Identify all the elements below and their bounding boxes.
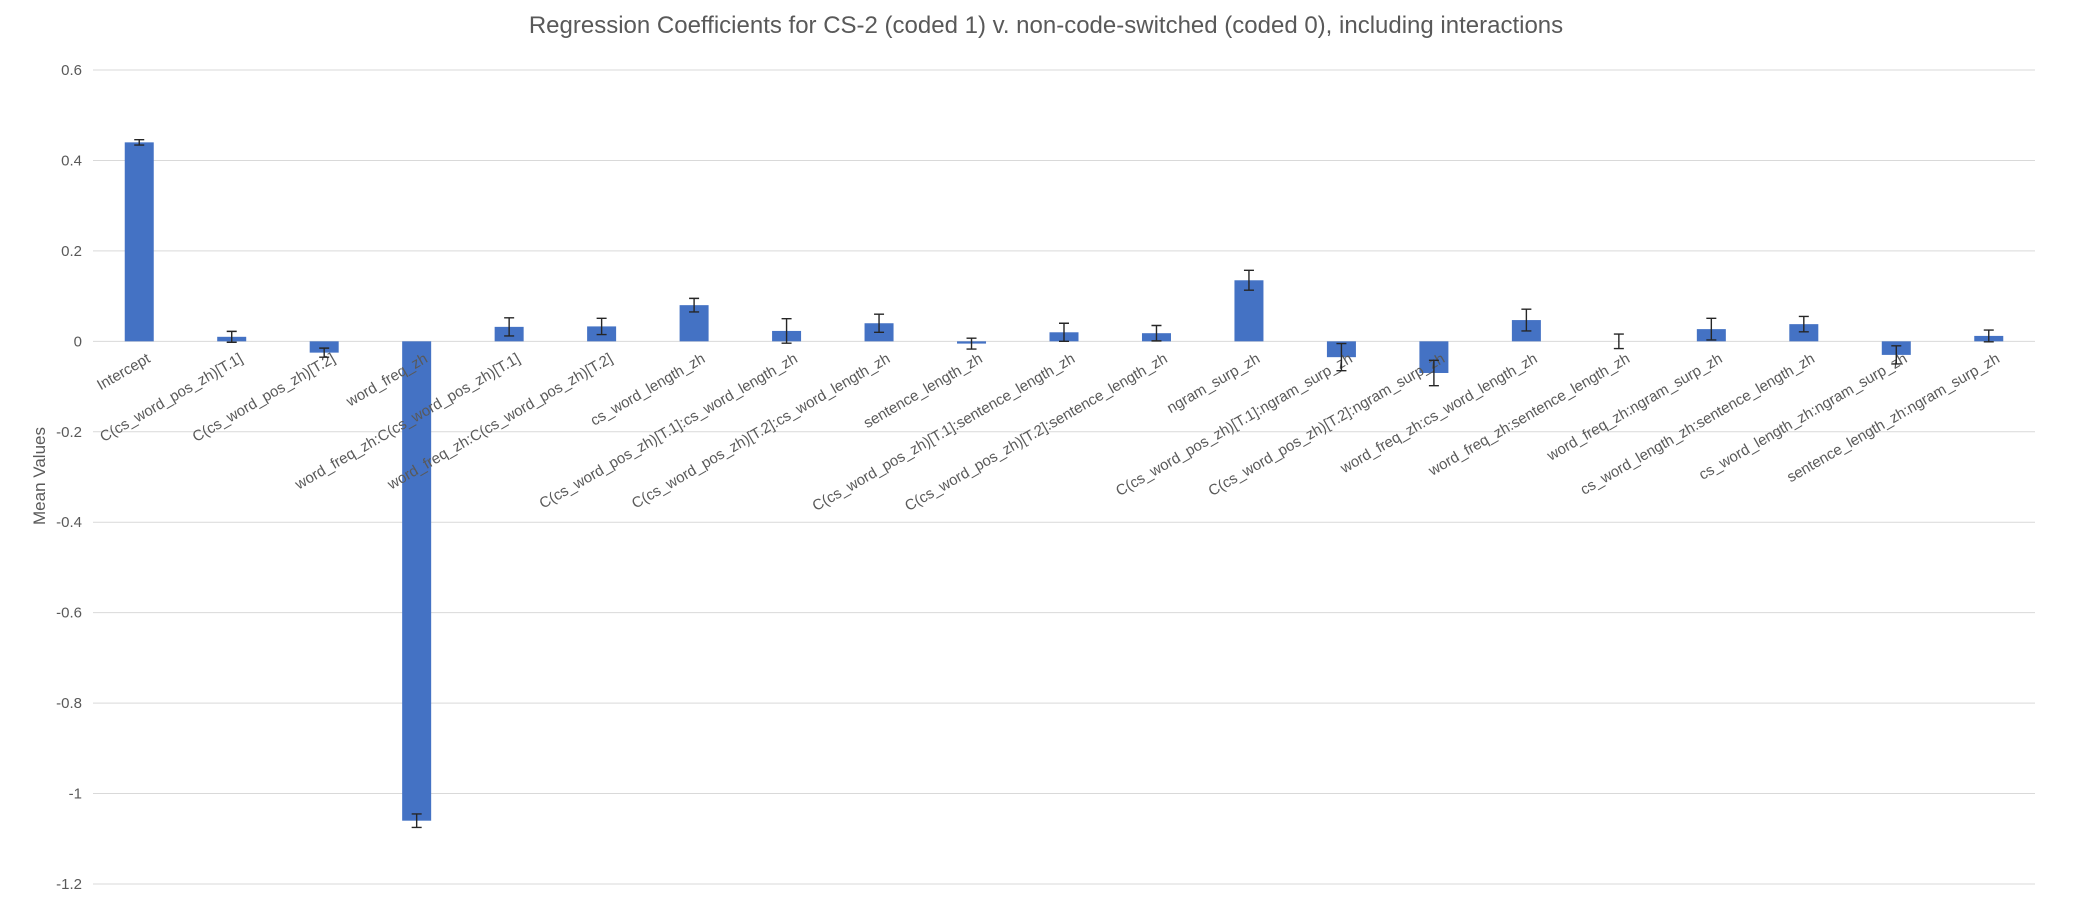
error-bar (1243, 269, 1254, 291)
error-bar (1336, 342, 1347, 372)
error-bar (1706, 317, 1717, 341)
y-tick-label: 0.6 (61, 62, 82, 79)
bar (124, 142, 154, 342)
x-category-label: word_freq_zh:ngram_surp_zh (1543, 350, 1725, 465)
y-tick-label: -1 (69, 786, 82, 803)
error-bar (966, 337, 977, 350)
bar (309, 341, 339, 353)
error-bar (874, 313, 885, 333)
error-bar (1428, 359, 1439, 387)
y-tick-label: 0.4 (61, 152, 82, 169)
x-category-label: Intercept (94, 350, 154, 394)
y-tick-label: -0.4 (56, 514, 82, 531)
error-bar (1059, 322, 1069, 343)
y-tick-label: 0.2 (61, 243, 82, 260)
error-bar (1983, 329, 1994, 343)
y-tick-label: -0.2 (56, 424, 82, 441)
error-bar (1613, 333, 1624, 350)
bar (1789, 324, 1819, 342)
y-tick-label: -0.8 (56, 695, 82, 712)
error-bar (134, 138, 145, 146)
error-bar (411, 813, 422, 829)
error-bar (226, 330, 237, 343)
error-bar (596, 317, 607, 336)
y-tick-labels: 0.6 0.4 0.2 0 -0.2 -0.4 -0.6 -0.8 -1 -1.2 (56, 62, 82, 893)
error-bar (1798, 315, 1809, 333)
gridlines (93, 69, 2035, 885)
error-bar (1151, 324, 1162, 342)
error-bar (781, 318, 792, 344)
y-tick-label: -1.2 (56, 876, 82, 893)
error-bar (689, 297, 700, 313)
error-bar (1521, 308, 1532, 332)
error-bars (134, 138, 1994, 829)
error-bar (319, 347, 330, 358)
y-tick-label: -0.6 (56, 605, 82, 622)
y-tick-label: 0 (74, 333, 82, 350)
chart-title: Regression Coefficients for CS-2 (coded … (528, 12, 1564, 39)
bar (402, 341, 432, 821)
error-bar (1891, 345, 1902, 365)
error-bar (504, 317, 515, 337)
